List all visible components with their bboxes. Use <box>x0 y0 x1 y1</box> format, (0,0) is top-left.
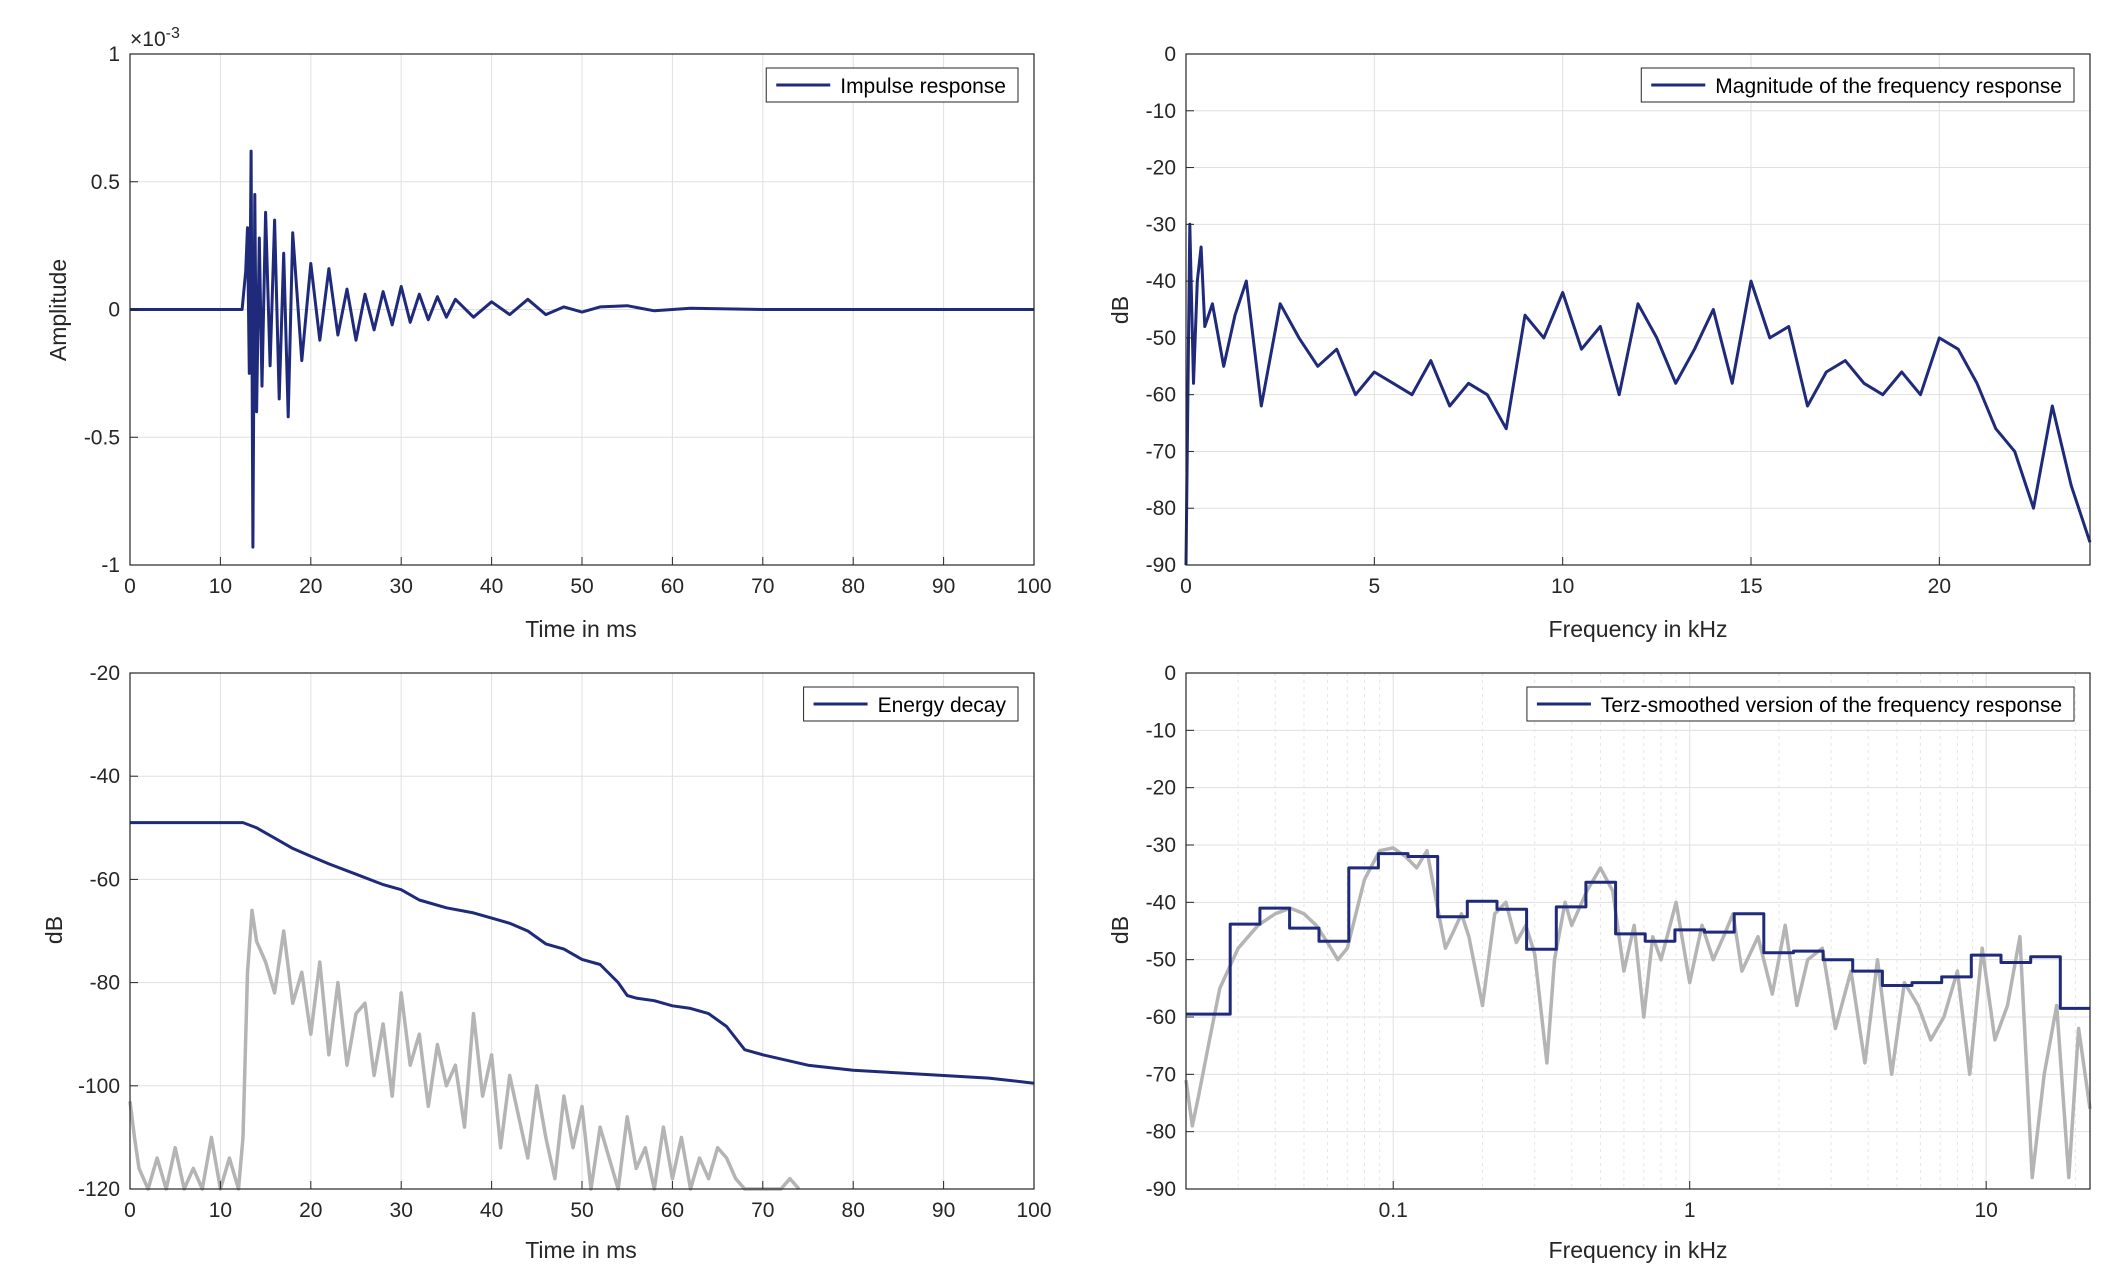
decay-y-tick-label: -60 <box>90 868 120 891</box>
terz-x-tick-label: 0.1 <box>1379 1199 1408 1222</box>
decay-x-axis-label: Time in ms <box>525 1237 637 1263</box>
magnitude-y-axis-label: dB <box>1107 296 1133 324</box>
decay-y-tick-label: -20 <box>90 662 120 685</box>
magnitude-y-tick-label: -40 <box>1146 270 1176 293</box>
magnitude-x-tick-label: 20 <box>1928 575 1951 598</box>
impulse-x-tick-label: 90 <box>932 575 955 598</box>
decay-unsmoothed-series-line <box>128 908 801 1191</box>
decay-y-tick-label: -40 <box>90 765 120 788</box>
impulse-x-tick-label: 0 <box>124 575 136 598</box>
terz-y-axis-label: dB <box>1107 916 1133 944</box>
impulse-exponent-label: ×10-3 <box>130 25 180 51</box>
magnitude-x-axis-label: Frequency in kHz <box>1549 616 1728 642</box>
magnitude-response-plot: 0 5 10 15 20 -90 -80 -70 -60 -50 -40 -30 -20 -10 0 Fre… <box>1107 43 2092 642</box>
decay-x-tick-label: 50 <box>570 1199 593 1222</box>
decay-y-tick-label: -120 <box>78 1178 120 1201</box>
magnitude-x-tick-label: 10 <box>1551 575 1574 598</box>
terz-y-tick-label: -90 <box>1146 1178 1176 1201</box>
decay-x-tick-label: 0 <box>124 1199 136 1222</box>
magnitude-main-series-line <box>1184 222 2092 566</box>
impulse-y-tick-label: 0 <box>108 299 120 322</box>
magnitude-y-tick-label: -60 <box>1146 384 1176 407</box>
decay-y-tick-label: -100 <box>78 1075 120 1098</box>
decay-main-series-line <box>130 821 1035 1085</box>
impulse-x-tick-label: 80 <box>842 575 865 598</box>
impulse-main-series-line <box>130 149 1034 549</box>
terz-main-series-line <box>1186 852 2090 1016</box>
magnitude-y-tick-label: -90 <box>1146 554 1176 577</box>
terz-legend-box <box>1526 686 2075 722</box>
terz-smoothed-plot: 0.1 1 10 -90 -80 -70 -60 -50 -40 -30 -20 -10 0 Frequ… <box>1107 662 2092 1263</box>
impulse-x-axis-label: Time in ms <box>525 616 637 642</box>
decay-legend-label: Energy decay <box>878 694 1007 717</box>
magnitude-legend-box <box>1640 67 2075 103</box>
magnitude-x-tick-label: 0 <box>1180 575 1192 598</box>
magnitude-y-tick-label: 0 <box>1164 43 1176 66</box>
impulse-y-axis-label: Amplitude <box>45 259 71 361</box>
magnitude-y-tick-label: -10 <box>1146 100 1176 123</box>
energy-decay-plot: 0 10 20 30 40 50 60 70 80 90 100 -120 -100 -80 -60 -40 -… <box>41 662 1052 1263</box>
terz-legend-label: Terz-smoothed version of the frequency r… <box>1601 694 2062 717</box>
decay-x-tick-label: 10 <box>209 1199 232 1222</box>
decay-x-tick-label: 90 <box>932 1199 955 1222</box>
terz-y-tick-label: -50 <box>1146 949 1176 972</box>
magnitude-y-tick-label: -20 <box>1146 157 1176 180</box>
impulse-x-tick-label: 70 <box>751 575 774 598</box>
impulse-x-tick-label: 60 <box>661 575 684 598</box>
magnitude-x-tick-label: 15 <box>1739 575 1762 598</box>
terz-y-tick-label: 0 <box>1164 662 1176 685</box>
impulse-x-tick-label: 10 <box>209 575 232 598</box>
decay-x-tick-label: 30 <box>390 1199 413 1222</box>
decay-x-tick-label: 70 <box>751 1199 774 1222</box>
magnitude-y-tick-label: -80 <box>1146 497 1176 520</box>
terz-axes-frame <box>1185 672 2091 1190</box>
terz-unsmoothed-series-line <box>1184 846 2092 1180</box>
magnitude-y-tick-label: -50 <box>1146 327 1176 350</box>
terz-y-tick-label: -20 <box>1146 777 1176 800</box>
terz-y-tick-label: -60 <box>1146 1006 1176 1029</box>
impulse-response-plot: 0 10 20 30 40 50 60 70 80 90 100 -1 -0.5 0 0.5 1 Time i… <box>45 25 1052 642</box>
terz-y-tick-label: -40 <box>1146 891 1176 914</box>
impulse-x-tick-label: 40 <box>480 575 503 598</box>
magnitude-axes-frame <box>1185 53 2091 566</box>
impulse-x-tick-label: 100 <box>1016 575 1051 598</box>
decay-x-tick-label: 40 <box>480 1199 503 1222</box>
decay-x-tick-label: 100 <box>1016 1199 1051 1222</box>
impulse-y-tick-label: -0.5 <box>84 426 120 449</box>
terz-y-tick-label: -70 <box>1146 1063 1176 1086</box>
impulse-x-tick-label: 50 <box>570 575 593 598</box>
magnitude-x-tick-label: 5 <box>1368 575 1380 598</box>
magnitude-legend-label: Magnitude of the frequency response <box>1715 75 2062 98</box>
impulse-x-tick-label: 20 <box>299 575 322 598</box>
terz-y-tick-label: -80 <box>1146 1121 1176 1144</box>
impulse-y-tick-label: -1 <box>101 554 120 577</box>
impulse-x-tick-label: 30 <box>390 575 413 598</box>
magnitude-y-tick-label: -70 <box>1146 440 1176 463</box>
decay-y-tick-label: -80 <box>90 972 120 995</box>
decay-y-axis-label: dB <box>41 916 67 944</box>
decay-x-tick-label: 20 <box>299 1199 322 1222</box>
terz-y-tick-label: -10 <box>1146 719 1176 742</box>
impulse-y-tick-label: 1 <box>108 43 120 66</box>
impulse-legend-label: Impulse response <box>840 75 1006 98</box>
terz-y-tick-label: -30 <box>1146 834 1176 857</box>
terz-x-axis-label: Frequency in kHz <box>1549 1237 1728 1263</box>
decay-x-tick-label: 80 <box>842 1199 865 1222</box>
impulse-y-tick-label: 0.5 <box>91 171 120 194</box>
magnitude-y-tick-label: -30 <box>1146 213 1176 236</box>
terz-x-tick-label: 1 <box>1684 1199 1696 1222</box>
terz-x-tick-label: 10 <box>1974 1199 1997 1222</box>
decay-x-tick-label: 60 <box>661 1199 684 1222</box>
